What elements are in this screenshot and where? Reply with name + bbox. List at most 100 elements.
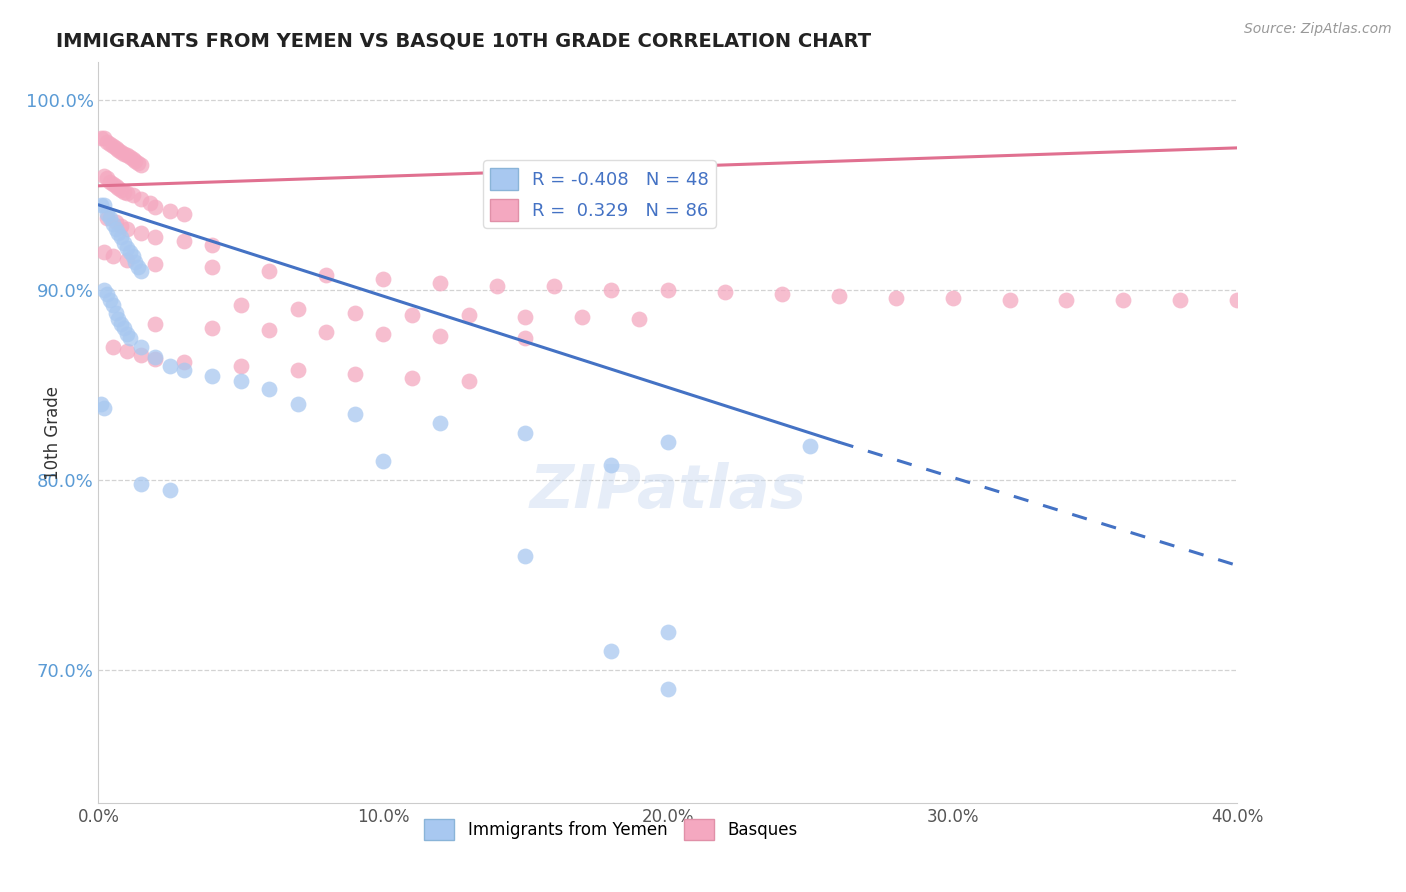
Point [173,363,195,377]
Point [129,476,152,491]
Point [93,401,115,415]
Point [101,298,124,312]
Point [124,154,146,169]
Point [343,367,366,381]
Point [229,298,252,312]
Point [515,331,537,345]
Point [115,186,138,201]
Point [657,283,679,297]
Point [129,348,152,362]
Point [828,289,851,303]
Point [315,325,337,339]
Point [96,287,118,301]
Text: Source: ZipAtlas.com: Source: ZipAtlas.com [1244,22,1392,37]
Point [96,135,118,149]
Point [229,375,252,389]
Point [98,175,121,189]
Point [259,382,281,396]
Point [942,291,965,305]
Point [121,153,143,167]
Point [90,131,112,145]
Point [107,227,129,241]
Point [373,272,395,286]
Point [110,145,132,159]
Point [457,375,479,389]
Point [145,200,167,214]
Point [515,425,537,440]
Point [145,351,167,366]
Point [429,328,451,343]
Point [115,343,138,358]
Point [173,207,195,221]
Point [118,245,141,260]
Point [173,355,195,369]
Point [229,359,252,374]
Point [98,137,121,152]
Point [429,276,451,290]
Point [96,207,118,221]
Point [201,321,224,335]
Point [401,370,423,384]
Point [145,230,167,244]
Point [93,245,115,260]
Point [112,185,135,199]
Point [115,242,138,256]
Point [129,192,152,206]
Point [799,439,821,453]
Point [543,279,565,293]
Point [104,306,127,320]
Point [104,215,127,229]
Point [259,323,281,337]
Point [107,143,129,157]
Point [112,321,135,335]
Point [657,681,679,696]
Point [101,217,124,231]
Point [129,340,152,354]
Point [373,326,395,341]
Point [343,407,366,421]
Point [600,458,623,472]
Point [93,198,115,212]
Point [770,287,793,301]
Point [1112,293,1135,307]
Point [1170,293,1192,307]
Point [138,195,160,210]
Point [515,549,537,563]
Point [98,211,121,226]
Point [1226,293,1249,307]
Point [93,169,115,184]
Point [96,171,118,186]
Point [124,254,146,268]
Point [110,183,132,197]
Point [112,235,135,250]
Point [714,285,737,300]
Point [90,198,112,212]
Text: IMMIGRANTS FROM YEMEN VS BASQUE 10TH GRADE CORRELATION CHART: IMMIGRANTS FROM YEMEN VS BASQUE 10TH GRA… [56,31,872,50]
Point [600,644,623,658]
Point [115,252,138,267]
Point [486,279,509,293]
Point [657,435,679,450]
Point [107,311,129,326]
Point [127,156,149,170]
Point [173,234,195,248]
Point [104,178,127,193]
Point [259,264,281,278]
Point [101,340,124,354]
Point [121,188,143,202]
Point [101,177,124,191]
Point [93,131,115,145]
Point [127,260,149,275]
Point [571,310,593,324]
Point [110,219,132,233]
Point [98,293,121,307]
Point [201,237,224,252]
Point [115,222,138,236]
Point [129,264,152,278]
Legend: Immigrants from Yemen, Basques: Immigrants from Yemen, Basques [418,813,804,847]
Point [628,311,651,326]
Point [110,230,132,244]
Point [159,203,181,218]
Point [343,306,366,320]
Point [287,397,309,411]
